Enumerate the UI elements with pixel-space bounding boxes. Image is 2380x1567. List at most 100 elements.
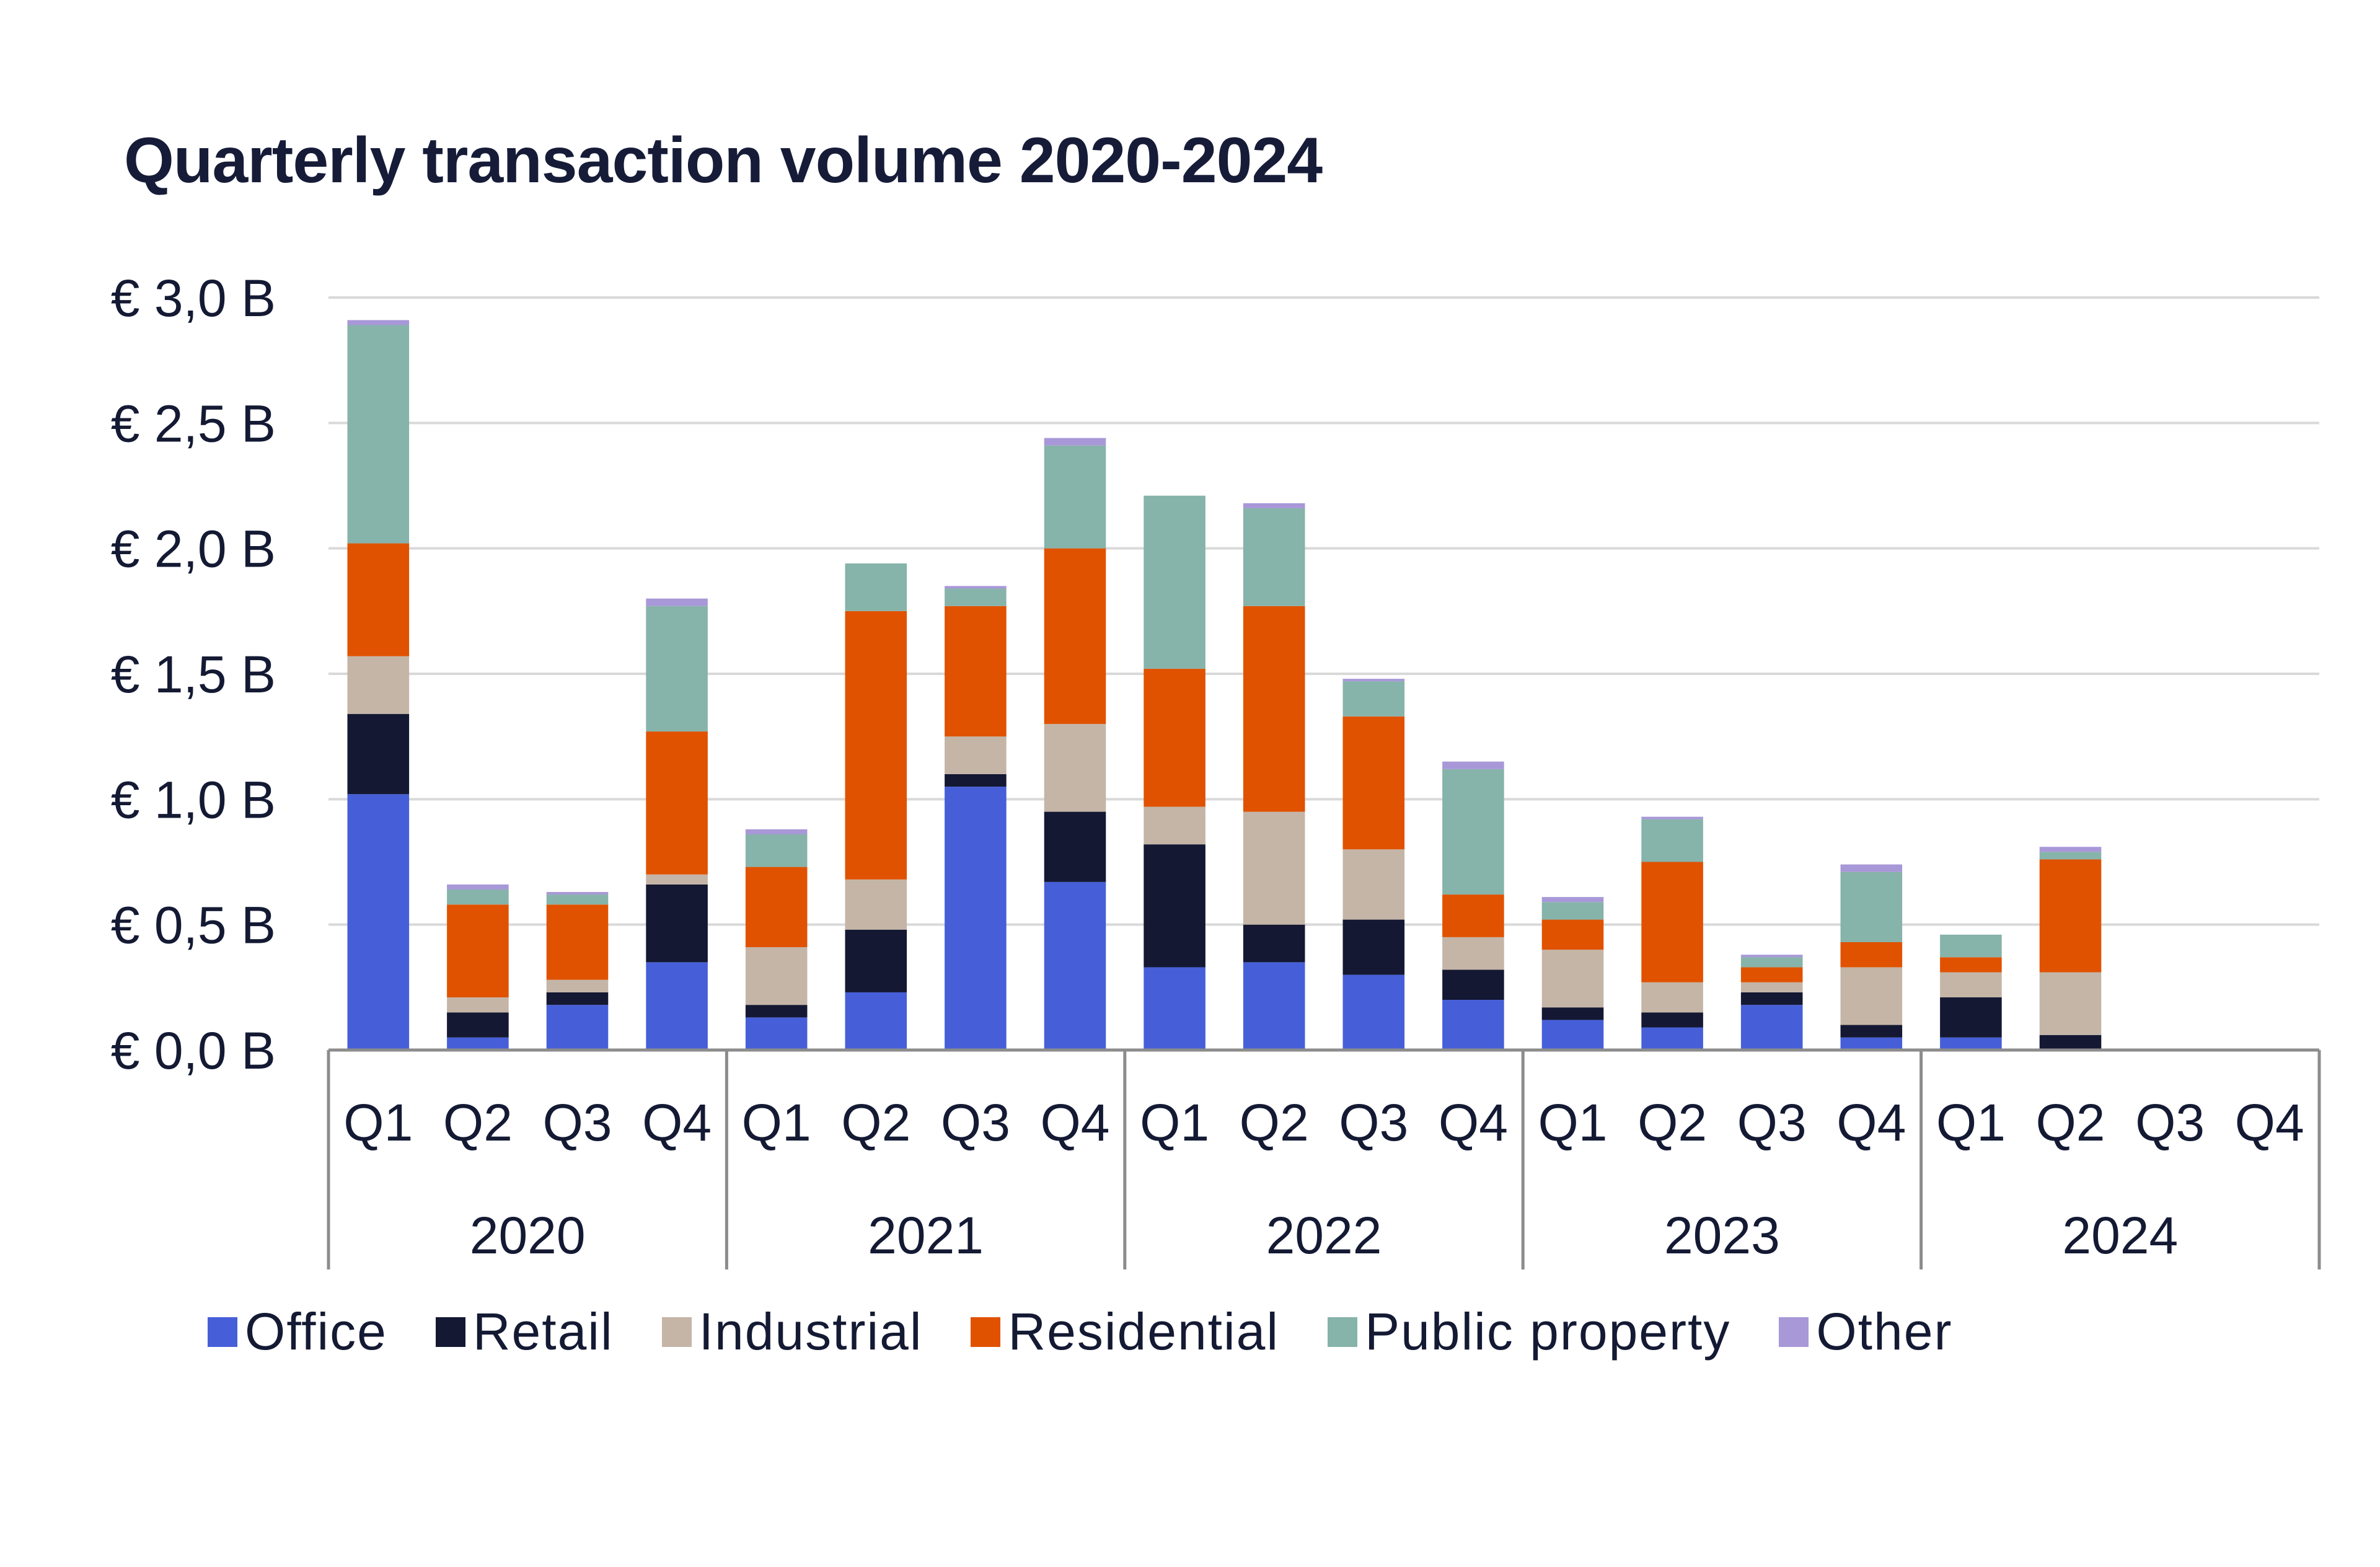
y-tick-label: € 2,5 B — [111, 394, 276, 452]
bar-segment-industrial — [1342, 849, 1405, 920]
bar-segment-residential — [745, 867, 808, 948]
legend-swatch — [1328, 1317, 1358, 1347]
x-tick-quarter: Q3 — [1737, 1093, 1807, 1152]
bar-segment-public-property — [1740, 957, 1803, 968]
bar-segment-industrial — [1840, 967, 1903, 1025]
bar-stack — [2039, 847, 2102, 1050]
bar-segment-office — [1442, 1000, 1504, 1050]
bar-segment-other — [945, 586, 1007, 589]
bar-segment-industrial — [2039, 972, 2102, 1035]
bar-segment-residential — [546, 904, 609, 980]
bar-segment-retail — [1442, 969, 1504, 1000]
bar-segment-other — [2039, 847, 2102, 852]
x-tick-quarter: Q2 — [1637, 1093, 1707, 1152]
bar-stack — [1541, 897, 1604, 1050]
bar-segment-office — [1243, 962, 1305, 1050]
x-tick-quarter: Q1 — [1140, 1093, 1209, 1152]
bar-segment-office — [1740, 1005, 1803, 1050]
bar-stack — [1740, 955, 1803, 1050]
x-tick-year: 2021 — [868, 1206, 984, 1265]
bar-segment-other — [1541, 897, 1604, 903]
x-tick-quarter: Q4 — [2235, 1093, 2304, 1152]
legend-label: Office — [245, 1302, 387, 1361]
bar-segment-industrial — [845, 879, 907, 930]
bar-stack — [1940, 934, 2002, 1050]
bar-segment-other — [1342, 679, 1405, 682]
bar-segment-public-property — [447, 889, 509, 905]
bar-segment-public-property — [2039, 852, 2102, 860]
x-tick-quarter: Q3 — [1339, 1093, 1408, 1152]
bar-segment-retail — [1342, 919, 1405, 975]
bar-segment-retail — [347, 713, 410, 795]
legend-item: Public property — [1328, 1302, 1730, 1362]
bar-segment-industrial — [1144, 806, 1205, 845]
x-tick-year: 2022 — [1266, 1206, 1382, 1265]
x-tick-quarter: Q1 — [343, 1093, 413, 1152]
bar-segment-residential — [447, 904, 509, 998]
legend-swatch — [661, 1317, 692, 1347]
bar-segment-residential — [1940, 957, 2002, 973]
bar-segment-retail — [1243, 924, 1305, 963]
bar-segment-residential — [945, 606, 1007, 737]
bar-segment-public-property — [546, 894, 609, 905]
y-tick-label: € 2,0 B — [111, 520, 276, 578]
legend-item: Other — [1779, 1302, 1952, 1362]
legend-swatch — [208, 1317, 237, 1347]
bar-segment-residential — [1442, 894, 1504, 937]
bar-stack — [646, 598, 708, 1050]
bar-segment-office — [845, 992, 907, 1050]
x-tick-quarter: Q4 — [1836, 1093, 1906, 1152]
bar-stack — [1243, 503, 1305, 1050]
bar-segment-public-property — [1342, 681, 1405, 717]
bar-segment-public-property — [646, 606, 708, 732]
x-tick-quarter: Q2 — [2035, 1093, 2105, 1152]
x-tick-quarter: Q4 — [1040, 1093, 1109, 1152]
x-tick-quarter: Q4 — [1439, 1093, 1508, 1152]
bar-segment-industrial — [447, 997, 509, 1013]
legend: Office Retail Industrial Residential Public … — [208, 1302, 2001, 1362]
bar-segment-retail — [1940, 997, 2002, 1038]
bar-segment-other — [546, 892, 609, 895]
bar-stack — [1641, 816, 1703, 1050]
bar-segment-industrial — [546, 979, 609, 992]
x-tick-quarter: Q2 — [841, 1093, 910, 1152]
x-tick-year: 2024 — [2062, 1206, 2178, 1265]
bar-segment-residential — [1641, 862, 1703, 982]
legend-label: Retail — [472, 1302, 614, 1361]
y-axis-tick-labels: € 0,0 B € 0,5 B € 1,0 B € 1,5 B € 2,0 B € 2,5… — [111, 269, 276, 1080]
y-tick-label: € 0,0 B — [111, 1022, 276, 1080]
bar-segment-industrial — [1641, 982, 1703, 1013]
legend-label: Residential — [1008, 1302, 1280, 1361]
x-tick-quarter: Q1 — [742, 1093, 811, 1152]
x-tick-quarter: Q4 — [642, 1093, 712, 1152]
bar-segment-industrial — [347, 656, 410, 714]
bar-segment-retail — [1044, 811, 1106, 882]
legend-item: Retail — [435, 1302, 614, 1362]
bar-segment-retail — [646, 884, 708, 963]
x-tick-quarter: Q2 — [443, 1093, 513, 1152]
bar-segment-public-property — [1541, 902, 1604, 920]
bar-segment-other — [447, 884, 509, 890]
x-tick-year: 2020 — [470, 1206, 586, 1265]
bar-segment-retail — [745, 1005, 808, 1018]
bar-segment-retail — [1740, 992, 1803, 1005]
bar-segment-residential — [845, 611, 907, 880]
bar-segment-residential — [1840, 942, 1903, 968]
bar-segment-other — [1840, 864, 1903, 872]
x-tick-quarter: Q1 — [1538, 1093, 1607, 1152]
bar-segment-public-property — [745, 834, 808, 867]
bar-segment-public-property — [1044, 445, 1106, 549]
bar-segment-public-property — [1940, 934, 2002, 958]
legend-swatch — [971, 1317, 1001, 1347]
bar-segment-office — [347, 794, 410, 1050]
bar-segment-public-property — [1840, 872, 1903, 942]
bar-segment-industrial — [1940, 972, 2002, 998]
bar-segment-residential — [1243, 606, 1305, 812]
bar-segment-office — [546, 1005, 609, 1050]
bar-segment-office — [447, 1037, 509, 1050]
bar-stack — [845, 563, 907, 1050]
legend-label: Industrial — [699, 1302, 923, 1361]
y-tick-label: € 3,0 B — [111, 269, 276, 327]
bar-segment-other — [745, 829, 808, 834]
